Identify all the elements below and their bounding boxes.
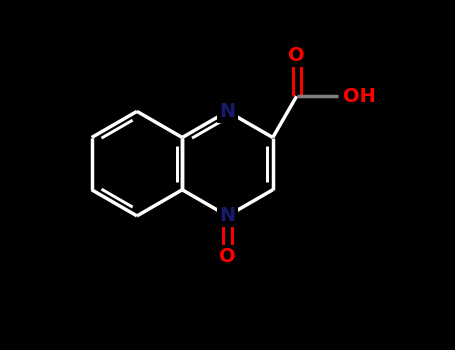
Text: O: O: [219, 247, 236, 266]
Text: O: O: [288, 46, 305, 65]
Text: N: N: [219, 102, 236, 121]
Text: N: N: [219, 206, 236, 225]
Text: OH: OH: [343, 87, 376, 106]
